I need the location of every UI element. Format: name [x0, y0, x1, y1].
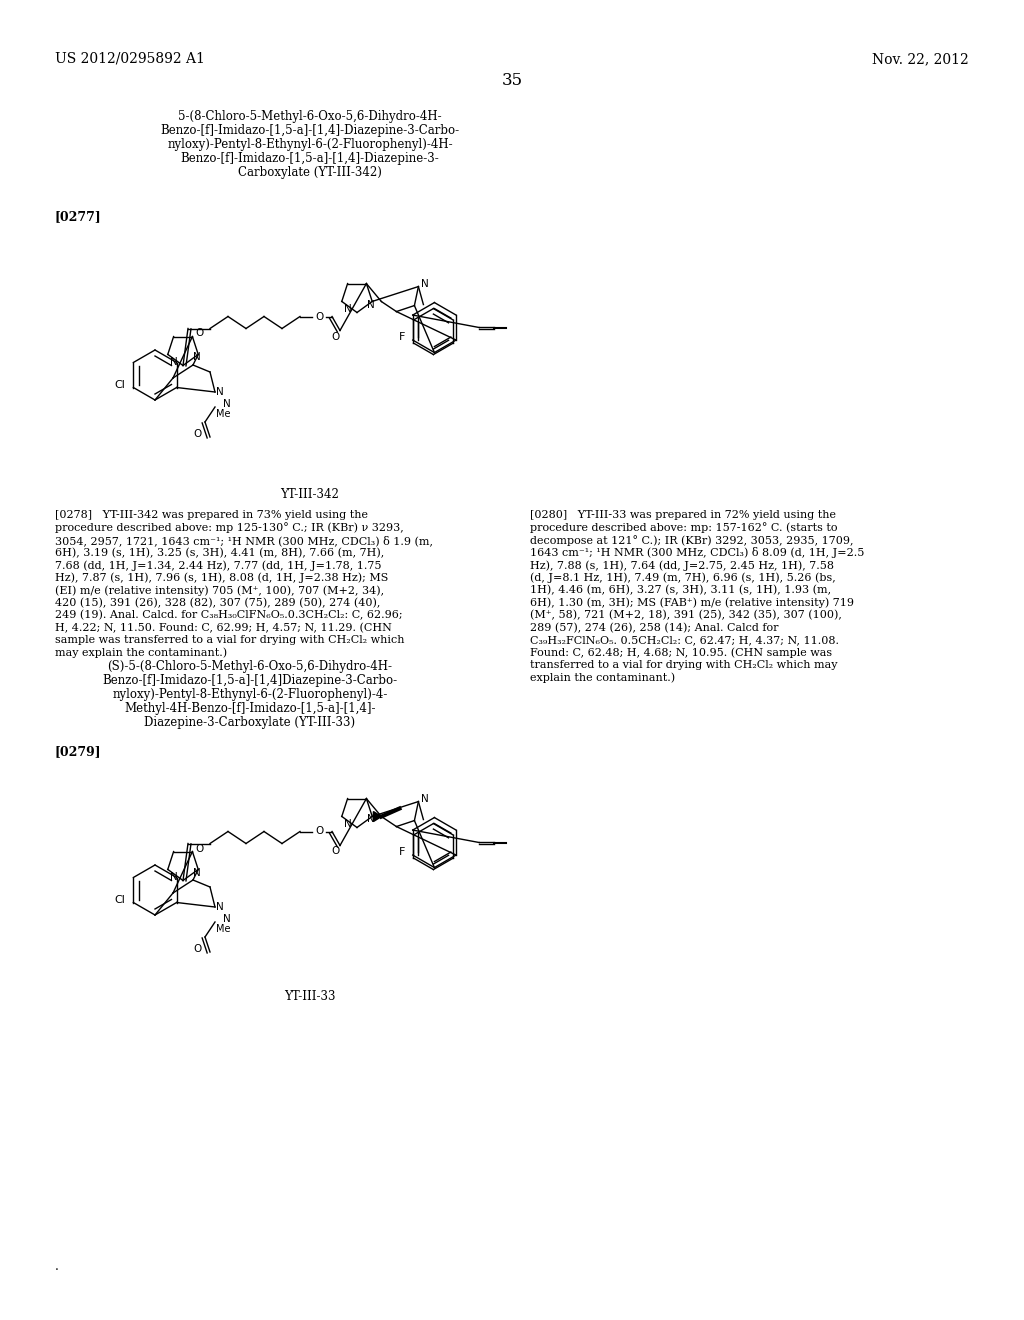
Text: (d, J=8.1 Hz, 1H), 7.49 (m, 7H), 6.96 (s, 1H), 5.26 (bs,: (d, J=8.1 Hz, 1H), 7.49 (m, 7H), 6.96 (s… [530, 573, 836, 583]
Text: Benzo-[f]-Imidazo-[1,5-a]-[1,4]-Diazepine-3-: Benzo-[f]-Imidazo-[1,5-a]-[1,4]-Diazepin… [180, 152, 439, 165]
Text: may explain the contaminant.): may explain the contaminant.) [55, 648, 227, 659]
Text: F: F [399, 846, 406, 857]
Text: 7.68 (dd, 1H, J=1.34, 2.44 Hz), 7.77 (dd, 1H, J=1.78, 1.75: 7.68 (dd, 1H, J=1.34, 2.44 Hz), 7.77 (dd… [55, 560, 382, 570]
Text: decompose at 121° C.); IR (KBr) 3292, 3053, 2935, 1709,: decompose at 121° C.); IR (KBr) 3292, 30… [530, 535, 853, 546]
Text: Benzo-[f]-Imidazo-[1,5-a]-[1,4]-Diazepine-3-Carbo-: Benzo-[f]-Imidazo-[1,5-a]-[1,4]-Diazepin… [161, 124, 460, 137]
Text: N: N [343, 305, 351, 314]
Text: O: O [331, 846, 339, 857]
Text: C₃₉H₃₂FClN₆O₅. 0.5CH₂Cl₂: C, 62.47; H, 4.37; N, 11.08.: C₃₉H₃₂FClN₆O₅. 0.5CH₂Cl₂: C, 62.47; H, 4… [530, 635, 839, 645]
Text: explain the contaminant.): explain the contaminant.) [530, 672, 675, 682]
Text: transferred to a vial for drying with CH₂Cl₂ which may: transferred to a vial for drying with CH… [530, 660, 838, 671]
Text: 35: 35 [502, 73, 522, 88]
Text: 6H), 1.30 (m, 3H); MS (FAB⁺) m/e (relative intensity) 719: 6H), 1.30 (m, 3H); MS (FAB⁺) m/e (relati… [530, 598, 854, 609]
Text: Nov. 22, 2012: Nov. 22, 2012 [872, 51, 969, 66]
Text: Hz), 7.88 (s, 1H), 7.64 (dd, J=2.75, 2.45 Hz, 1H), 7.58: Hz), 7.88 (s, 1H), 7.64 (dd, J=2.75, 2.4… [530, 560, 834, 570]
Text: [0280]   YT-III-33 was prepared in 72% yield using the: [0280] YT-III-33 was prepared in 72% yie… [530, 510, 836, 520]
Text: O: O [314, 826, 324, 837]
Text: O: O [193, 429, 201, 440]
Text: Cl: Cl [115, 380, 125, 389]
Text: Diazepine-3-Carboxylate (YT-III-33): Diazepine-3-Carboxylate (YT-III-33) [144, 715, 355, 729]
Text: N: N [343, 820, 351, 829]
Text: 5-(8-Chloro-5-Methyl-6-Oxo-5,6-Dihydro-4H-: 5-(8-Chloro-5-Methyl-6-Oxo-5,6-Dihydro-4… [178, 110, 441, 123]
Text: 3054, 2957, 1721, 1643 cm⁻¹; ¹H NMR (300 MHz, CDCl₃) δ 1.9 (m,: 3054, 2957, 1721, 1643 cm⁻¹; ¹H NMR (300… [55, 535, 433, 545]
Text: N: N [421, 793, 428, 804]
Text: Hz), 7.87 (s, 1H), 7.96 (s, 1H), 8.08 (d, 1H, J=2.38 Hz); MS: Hz), 7.87 (s, 1H), 7.96 (s, 1H), 8.08 (d… [55, 573, 388, 583]
Text: O: O [196, 843, 204, 854]
Text: (M⁺, 58), 721 (M+2, 18), 391 (25), 342 (35), 307 (100),: (M⁺, 58), 721 (M+2, 18), 391 (25), 342 (… [530, 610, 842, 620]
Text: procedure described above: mp 125-130° C.; IR (KBr) ν 3293,: procedure described above: mp 125-130° C… [55, 523, 403, 533]
Text: N: N [216, 902, 224, 912]
Text: [0277]: [0277] [55, 210, 101, 223]
Text: (S)-5-(8-Chloro-5-Methyl-6-Oxo-5,6-Dihydro-4H-: (S)-5-(8-Chloro-5-Methyl-6-Oxo-5,6-Dihyd… [108, 660, 392, 673]
Text: O: O [331, 331, 339, 342]
Text: 6H), 3.19 (s, 1H), 3.25 (s, 3H), 4.41 (m, 8H), 7.66 (m, 7H),: 6H), 3.19 (s, 1H), 3.25 (s, 3H), 4.41 (m… [55, 548, 384, 558]
Text: 289 (57), 274 (26), 258 (14); Anal. Calcd for: 289 (57), 274 (26), 258 (14); Anal. Calc… [530, 623, 778, 632]
Text: N: N [170, 358, 177, 367]
Text: N: N [170, 873, 177, 882]
Text: 1H), 4.46 (m, 6H), 3.27 (s, 3H), 3.11 (s, 1H), 1.93 (m,: 1H), 4.46 (m, 6H), 3.27 (s, 3H), 3.11 (s… [530, 585, 831, 595]
Text: 1643 cm⁻¹; ¹H NMR (300 MHz, CDCl₃) δ 8.09 (d, 1H, J=2.5: 1643 cm⁻¹; ¹H NMR (300 MHz, CDCl₃) δ 8.0… [530, 548, 864, 558]
Text: Benzo-[f]-Imidazo-[1,5-a]-[1,4]Diazepine-3-Carbo-: Benzo-[f]-Imidazo-[1,5-a]-[1,4]Diazepine… [102, 675, 397, 686]
Text: Methyl-4H-Benzo-[f]-Imidazo-[1,5-a]-[1,4]-: Methyl-4H-Benzo-[f]-Imidazo-[1,5-a]-[1,4… [124, 702, 376, 715]
Text: N: N [421, 279, 428, 289]
Text: YT-III-342: YT-III-342 [281, 488, 339, 502]
Text: Cl: Cl [115, 895, 125, 906]
Text: .: . [55, 1261, 58, 1272]
Text: N: N [193, 352, 201, 363]
Text: N: N [193, 867, 201, 878]
Text: N: N [367, 300, 375, 309]
Text: Carboxylate (YT-III-342): Carboxylate (YT-III-342) [238, 166, 382, 180]
Text: O: O [196, 329, 204, 338]
Text: N: N [223, 399, 230, 409]
Polygon shape [374, 812, 381, 821]
Text: US 2012/0295892 A1: US 2012/0295892 A1 [55, 51, 205, 66]
Text: [0279]: [0279] [55, 744, 101, 758]
Text: (EI) m/e (relative intensity) 705 (M⁺, 100), 707 (M+2, 34),: (EI) m/e (relative intensity) 705 (M⁺, 1… [55, 585, 384, 595]
Text: 420 (15), 391 (26), 328 (82), 307 (75), 289 (50), 274 (40),: 420 (15), 391 (26), 328 (82), 307 (75), … [55, 598, 380, 607]
Text: sample was transferred to a vial for drying with CH₂Cl₂ which: sample was transferred to a vial for dry… [55, 635, 404, 645]
Text: Me: Me [216, 409, 230, 418]
Text: H, 4.22; N, 11.50. Found: C, 62.99; H, 4.57; N, 11.29. (CHN: H, 4.22; N, 11.50. Found: C, 62.99; H, 4… [55, 623, 392, 632]
Text: N: N [216, 387, 224, 397]
Text: O: O [193, 944, 201, 954]
Text: nyloxy)-Pentyl-8-Ethynyl-6-(2-Fluorophenyl)-4H-: nyloxy)-Pentyl-8-Ethynyl-6-(2-Fluorophen… [167, 139, 453, 150]
Text: 249 (19). Anal. Calcd. for C₃₈H₃₀ClFN₆O₅.0.3CH₂Cl₂: C, 62.96;: 249 (19). Anal. Calcd. for C₃₈H₃₀ClFN₆O₅… [55, 610, 402, 620]
Text: Me: Me [216, 924, 230, 935]
Text: O: O [314, 312, 324, 322]
Text: N: N [367, 814, 375, 825]
Text: nyloxy)-Pentyl-8-Ethynyl-6-(2-Fluorophenyl)-4-: nyloxy)-Pentyl-8-Ethynyl-6-(2-Fluorophen… [113, 688, 388, 701]
Text: YT-III-33: YT-III-33 [285, 990, 336, 1003]
Text: Found: C, 62.48; H, 4.68; N, 10.95. (CHN sample was: Found: C, 62.48; H, 4.68; N, 10.95. (CHN… [530, 648, 833, 659]
Text: F: F [399, 331, 406, 342]
Text: [0278]   YT-III-342 was prepared in 73% yield using the: [0278] YT-III-342 was prepared in 73% yi… [55, 510, 368, 520]
Text: N: N [223, 913, 230, 924]
Text: procedure described above: mp: 157-162° C. (starts to: procedure described above: mp: 157-162° … [530, 523, 838, 533]
